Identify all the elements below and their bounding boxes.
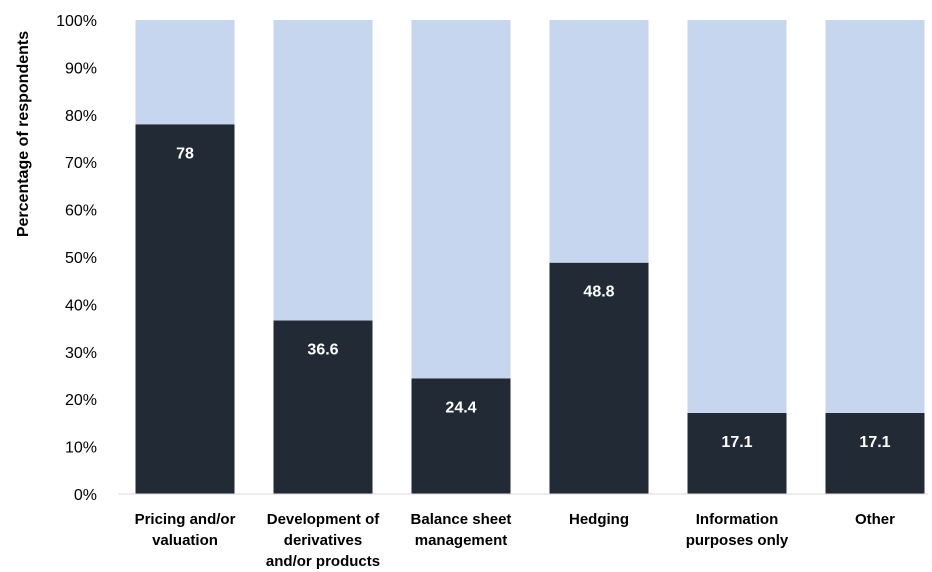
bar-segment-remainder — [273, 20, 373, 321]
bar-segment-primary — [549, 262, 649, 494]
x-category-label: Balance sheet management — [411, 511, 512, 549]
data-label: 36.6 — [307, 342, 338, 359]
bar-segment-primary — [825, 412, 925, 494]
x-category-label: Other — [855, 511, 895, 528]
y-axis-ticks: 0% 10% 20% 30% 40% 50% 60% 70% 80% 90% 100% — [56, 13, 97, 504]
x-category-label: Development of derivatives and/or products — [266, 511, 380, 570]
y-axis-title: Percentage of respondents — [15, 31, 32, 237]
bar-segment-remainder — [825, 20, 925, 413]
bar-segment-remainder — [549, 20, 649, 263]
y-tick-label: 100% — [56, 13, 97, 30]
data-labels: 78 36.6 24.4 48.8 17.1 17.1 — [176, 145, 891, 451]
data-label: 78 — [176, 145, 194, 162]
x-category-label: Information purposes only — [686, 511, 789, 549]
y-tick-label: 10% — [65, 440, 97, 457]
data-label: 17.1 — [721, 434, 752, 451]
category-labels: Pricing and/or valuation Development of der… — [135, 511, 896, 570]
y-tick-label: 0% — [74, 487, 97, 504]
bar-segment-remainder — [687, 20, 787, 413]
data-label: 48.8 — [583, 284, 614, 301]
y-tick-label: 60% — [65, 203, 97, 220]
data-label: 17.1 — [859, 434, 890, 451]
data-label: 24.4 — [445, 399, 476, 416]
y-tick-label: 90% — [65, 60, 97, 77]
y-tick-label: 50% — [65, 250, 97, 267]
bar-segment-primary — [273, 320, 373, 494]
bar-segment-remainder — [135, 20, 235, 125]
y-tick-label: 80% — [65, 108, 97, 125]
bar-segment-primary — [411, 378, 511, 494]
bars — [135, 20, 925, 494]
y-tick-label: 20% — [65, 392, 97, 409]
bar-segment-primary — [135, 124, 235, 494]
x-category-label: Pricing and/or valuation — [135, 511, 236, 549]
y-tick-label: 70% — [65, 155, 97, 172]
bar-segment-primary — [687, 412, 787, 494]
bar-segment-remainder — [411, 20, 511, 379]
y-tick-label: 40% — [65, 297, 97, 314]
y-tick-label: 30% — [65, 345, 97, 362]
x-category-label: Hedging — [569, 511, 629, 528]
